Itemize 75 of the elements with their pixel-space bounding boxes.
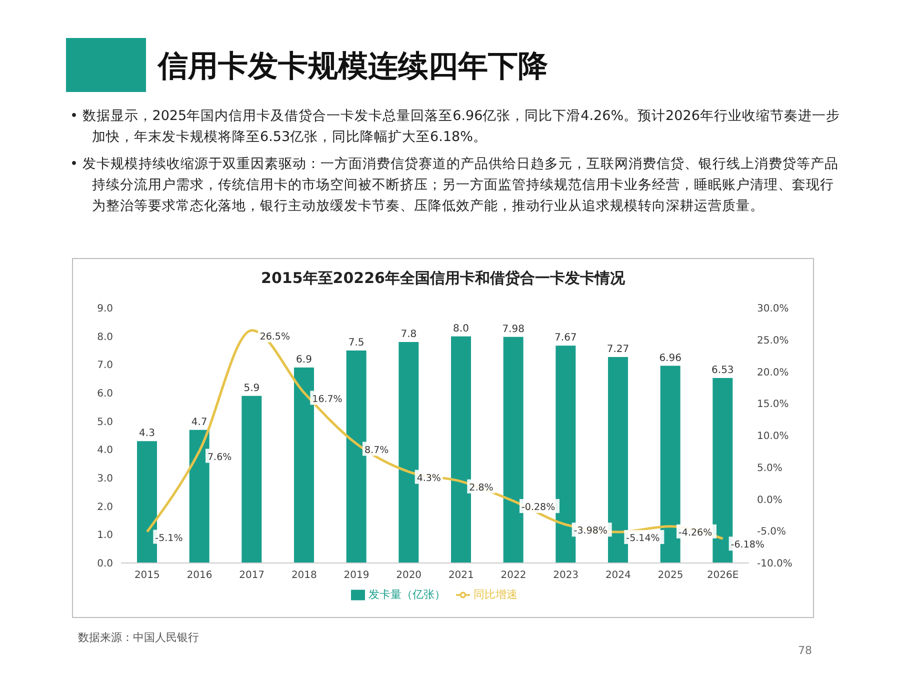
source-note: 数据来源：中国人民银行 — [78, 630, 199, 645]
data-label: -3.98% — [574, 526, 608, 537]
bar — [660, 366, 680, 563]
bar — [451, 336, 471, 563]
y2-tick-label: 15.0% — [757, 399, 789, 410]
y2-tick-label: -10.0% — [757, 558, 792, 570]
data-label: 7.6% — [208, 452, 232, 463]
text: • 数据显示，2025年国内信用卡及借贷合一卡发卡总量回落至6.96亿张，同比下滑4.26%。预计2026年行业收缩节奏进一步加快，年末发卡规模将降至6.53亿张，同比降幅扩大至6.18%。 — [70, 107, 840, 147]
y-tick-label: 0.0 — [97, 558, 113, 570]
chart-title: 信用卡发卡规模连续四年下降 — [158, 48, 548, 86]
bar — [294, 368, 314, 563]
data-label: 6.96 — [659, 352, 682, 364]
y-tick-label: 3.0 — [97, 474, 113, 485]
x-tick-label: 2025 — [658, 570, 684, 582]
data-label: -0.28% — [522, 502, 556, 514]
data-label: 6.9 — [296, 354, 312, 366]
x-tick-label: 2018 — [291, 570, 317, 582]
bar — [503, 336, 524, 563]
data-label: 16.7% — [312, 394, 342, 405]
bar — [556, 346, 576, 563]
data-label: 7.98 — [502, 324, 524, 335]
y2-tick-label: 25.0% — [757, 335, 789, 346]
y-tick-label: 6.0 — [97, 388, 113, 400]
chart-subtitle: 2015年至20226年全国信用卡和借贷合一卡发卡情况 — [260, 269, 626, 288]
bar — [608, 357, 628, 563]
bar — [398, 342, 419, 563]
data-label: 7.27 — [606, 344, 630, 356]
x-tick-label: 2024 — [605, 570, 631, 582]
y2-tick-label: 30.0% — [757, 304, 789, 315]
data-label: 7.8 — [400, 329, 417, 340]
legend-label: 发卡量（亿张） — [368, 588, 446, 601]
bar — [346, 350, 366, 563]
bar — [137, 441, 157, 563]
data-label: 4.3% — [416, 472, 441, 484]
y2-tick-label: 5.0% — [757, 462, 782, 474]
bar — [189, 430, 210, 563]
x-tick-label: 2026E — [706, 570, 739, 582]
bar — [712, 378, 733, 563]
data-label: 2.8% — [469, 482, 494, 494]
y-tick-label: 2.0 — [97, 502, 113, 513]
text: 78 — [798, 644, 812, 657]
data-label: 26.5% — [260, 331, 290, 342]
y-tick-label: 5.0 — [97, 416, 113, 428]
x-tick-label: 2022 — [500, 570, 526, 582]
bar — [242, 396, 262, 563]
data-label: 7.67 — [554, 332, 577, 344]
data-label: 6.53 — [712, 364, 734, 376]
x-tick-label: 2020 — [396, 570, 422, 582]
data-label: 7.5 — [348, 338, 364, 348]
text: • 发卡规模持续收缩源于双重因素驱动：一方面消费信贷赛道的产品供给日趋多元，互联网消费信贷、银行线上消费贷等产品持续分流用户需求，传统信用卡的市场空间被不断挤压；另一方面监管持续规范信用卡业务经营，睡眠账户清理、套现行为整治等要求常态化落地，银行主动放缓发卡节奏、压降低效产能，推动行业从追求规模转向深耕运营质量。 — [70, 155, 840, 216]
data-label: 5.9 — [244, 382, 260, 394]
y2-tick-label: 20.0% — [757, 367, 789, 378]
x-tick-label: 2023 — [553, 570, 579, 582]
data-label: 4.3 — [139, 428, 155, 440]
data-label: -4.26% — [678, 527, 712, 538]
data-label: -5.1% — [155, 532, 183, 544]
x-tick-label: 2021 — [448, 570, 474, 582]
x-tick-label: 2015 — [134, 570, 160, 582]
y2-tick-label: 10.0% — [757, 431, 789, 442]
y-tick-label: 8.0 — [97, 332, 113, 343]
y-tick-label: 1.0 — [97, 530, 113, 542]
y-tick-label: 4.0 — [97, 445, 113, 456]
x-tick-label: 2019 — [344, 570, 370, 582]
data-label: 8.0 — [453, 323, 469, 334]
data-label: -5.14% — [626, 533, 660, 544]
y2-tick-label: 0.0% — [757, 494, 782, 506]
data-label: 4.7 — [191, 416, 208, 428]
data-label: -6.18% — [730, 540, 764, 551]
x-tick-label: 2017 — [239, 570, 265, 582]
y-tick-label: 9.0 — [97, 304, 113, 315]
y2-tick-label: -5.0% — [757, 526, 786, 538]
x-tick-label: 2016 — [186, 570, 212, 582]
y-tick-label: 7.0 — [97, 360, 113, 372]
legend-label: 同比增速 — [474, 588, 518, 601]
data-label: 8.7% — [364, 444, 389, 456]
